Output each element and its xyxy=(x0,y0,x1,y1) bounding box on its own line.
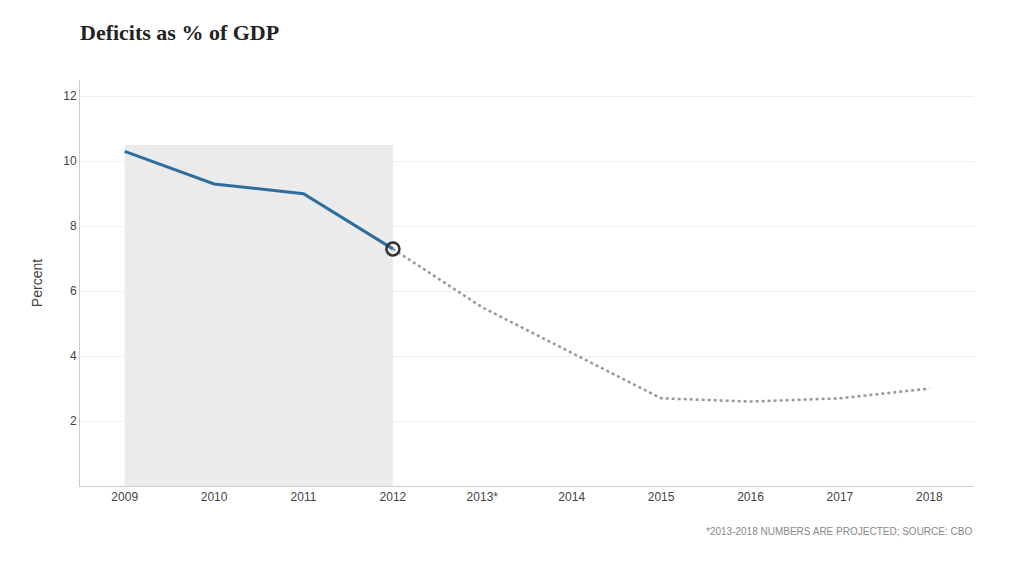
svg-text:12: 12 xyxy=(63,89,77,103)
svg-text:2009: 2009 xyxy=(111,490,138,504)
svg-text:10: 10 xyxy=(63,154,77,168)
svg-text:2013*: 2013* xyxy=(467,490,499,504)
svg-text:2018: 2018 xyxy=(916,490,943,504)
svg-text:4: 4 xyxy=(70,349,77,363)
svg-text:2: 2 xyxy=(70,414,77,428)
svg-text:8: 8 xyxy=(70,219,77,233)
svg-text:Deficits as % of GDP: Deficits as % of GDP xyxy=(80,20,279,45)
svg-text:Percent: Percent xyxy=(29,259,45,307)
svg-text:2017: 2017 xyxy=(827,490,854,504)
svg-text:2012: 2012 xyxy=(380,490,407,504)
svg-text:2011: 2011 xyxy=(291,490,317,504)
svg-text:2016: 2016 xyxy=(737,490,764,504)
svg-text:2010: 2010 xyxy=(201,490,228,504)
svg-text:*2013-2018 NUMBERS ARE PROJECT: *2013-2018 NUMBERS ARE PROJECTED; SOURCE… xyxy=(706,526,972,537)
svg-text:6: 6 xyxy=(70,284,77,298)
svg-text:2015: 2015 xyxy=(648,490,675,504)
svg-text:2014: 2014 xyxy=(558,490,585,504)
